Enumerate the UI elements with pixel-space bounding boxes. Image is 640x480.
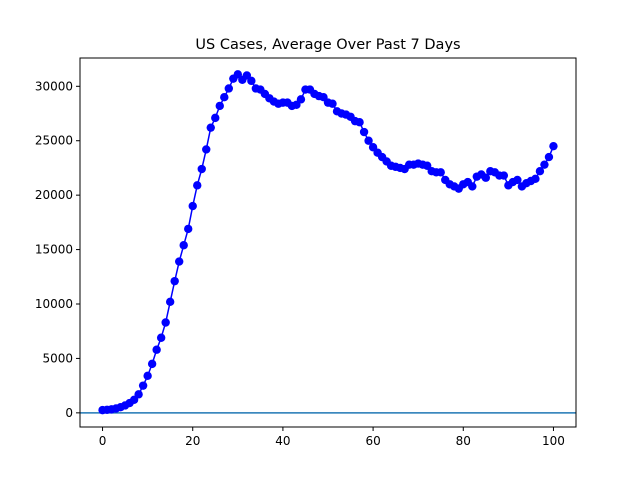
data-point — [328, 99, 337, 108]
y-tick-label: 5000 — [42, 351, 73, 365]
data-point — [436, 168, 445, 177]
y-tick-label: 20000 — [35, 188, 73, 202]
data-point — [481, 173, 491, 182]
data-point — [197, 164, 206, 174]
x-tick-label: 20 — [185, 434, 200, 448]
y-tick-label: 25000 — [35, 134, 73, 148]
data-point — [468, 182, 477, 191]
y-tick-label: 0 — [65, 406, 73, 420]
x-tick-label: 80 — [456, 434, 471, 448]
data-point — [544, 152, 554, 162]
plot-area: 0 20 40 60 80 100 0 5000 10000 15000 20000 25000 300… — [35, 70, 576, 448]
data-point — [147, 359, 157, 369]
data-point — [152, 345, 161, 354]
data-point — [184, 224, 193, 234]
data-point — [211, 113, 220, 123]
data-point — [513, 175, 522, 185]
data-point — [215, 101, 224, 111]
data-point — [165, 297, 175, 307]
data-point — [188, 201, 197, 211]
y-tick-label: 10000 — [35, 297, 73, 311]
data-point — [156, 333, 166, 342]
data-point — [193, 181, 202, 190]
axes-frame — [79, 57, 577, 428]
x-tick-label: 100 — [542, 434, 565, 448]
data-point — [134, 390, 143, 399]
y-tick-label: 15000 — [35, 243, 73, 257]
data-point — [161, 318, 170, 327]
data-point — [138, 381, 148, 390]
x-tick-label: 40 — [275, 434, 290, 448]
data-point — [364, 136, 373, 145]
data-point — [220, 92, 229, 102]
data-point — [179, 241, 188, 250]
data-point — [499, 171, 509, 180]
data-point — [531, 174, 540, 184]
x-tick-label: 60 — [365, 434, 380, 448]
chart-title: US Cases, Average Over Past 7 Days — [195, 37, 460, 53]
y-tick-label: 30000 — [35, 79, 73, 93]
data-point — [359, 127, 369, 137]
data-point — [540, 160, 549, 169]
data-point — [143, 371, 152, 381]
data-point — [175, 257, 184, 266]
x-tick-label: 0 — [99, 434, 107, 448]
data-point — [206, 123, 215, 132]
data-point — [170, 276, 179, 286]
data-point — [535, 167, 545, 176]
data-point — [296, 95, 306, 104]
data-point — [355, 118, 364, 127]
data-point — [247, 76, 256, 86]
data-point — [549, 141, 558, 151]
data-point — [202, 145, 211, 154]
data-point — [224, 84, 233, 93]
